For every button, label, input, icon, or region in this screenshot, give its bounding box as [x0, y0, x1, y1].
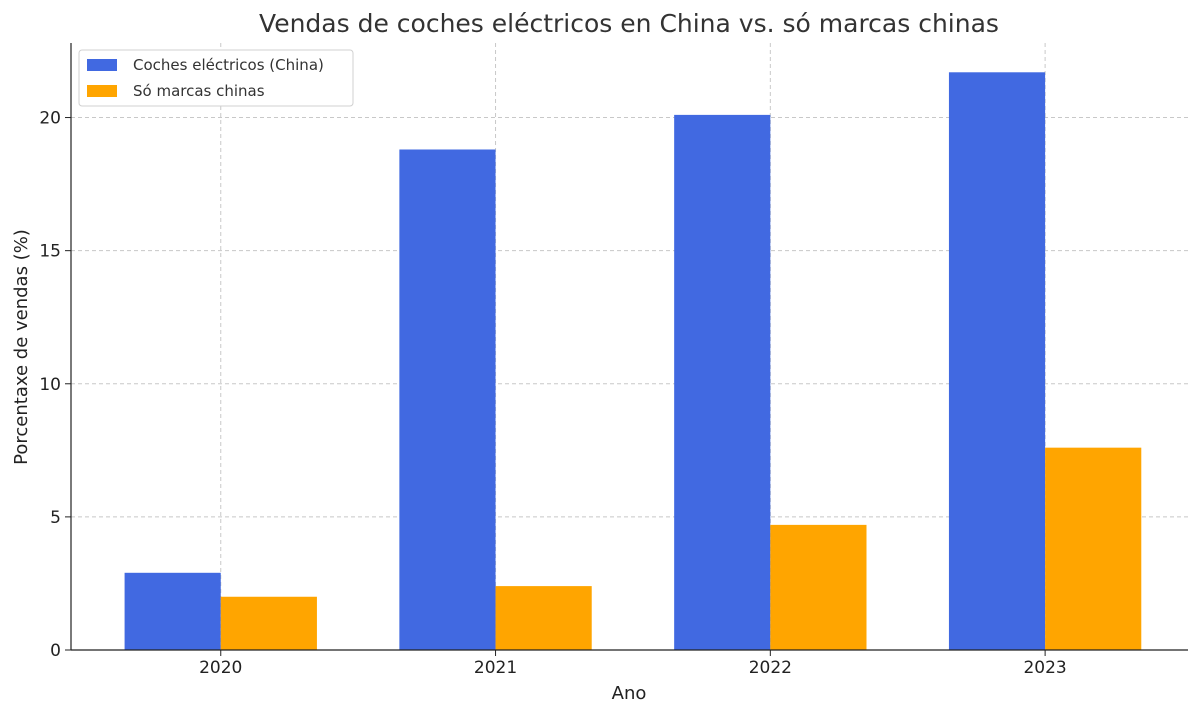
- x-tick-label: 2020: [199, 658, 242, 678]
- x-tick-label: 2022: [749, 658, 792, 678]
- x-tick-label: 2021: [474, 658, 517, 678]
- chart-title: Vendas de coches eléctricos en China vs.…: [259, 9, 999, 38]
- bar-coches-electricos-2021: [399, 149, 496, 651]
- legend-swatch: [87, 59, 117, 71]
- axes: [65, 43, 1188, 656]
- legend-label: Coches eléctricos (China): [133, 56, 324, 74]
- bar-coches-electricos-2023: [948, 72, 1046, 650]
- bar-marcas-chinas-2023: [1045, 447, 1142, 650]
- x-axis-title: Ano: [612, 683, 647, 704]
- bar-marcas-chinas-2020: [220, 596, 317, 650]
- bars: [124, 72, 1142, 651]
- legend-box: [78, 49, 354, 107]
- y-tick-label: 10: [39, 375, 61, 395]
- bar-coches-electricos-2020: [124, 572, 221, 650]
- x-tick-label: 2023: [1023, 658, 1066, 678]
- bar-coches-electricos-2022: [674, 114, 771, 650]
- legend-label: Só marcas chinas: [133, 82, 265, 100]
- legend-swatch: [87, 85, 117, 97]
- y-tick-label: 15: [39, 242, 61, 262]
- y-axis-title: Porcentaxe de vendas (%): [11, 229, 32, 465]
- y-tick-label: 20: [39, 109, 61, 129]
- bar-marcas-chinas-2022: [770, 524, 867, 650]
- y-tick-label: 5: [50, 508, 61, 528]
- bar-marcas-chinas-2021: [495, 586, 592, 650]
- legend: Coches eléctricos (China) Só marcas china…: [78, 49, 354, 107]
- y-tick-label: 0: [50, 641, 61, 661]
